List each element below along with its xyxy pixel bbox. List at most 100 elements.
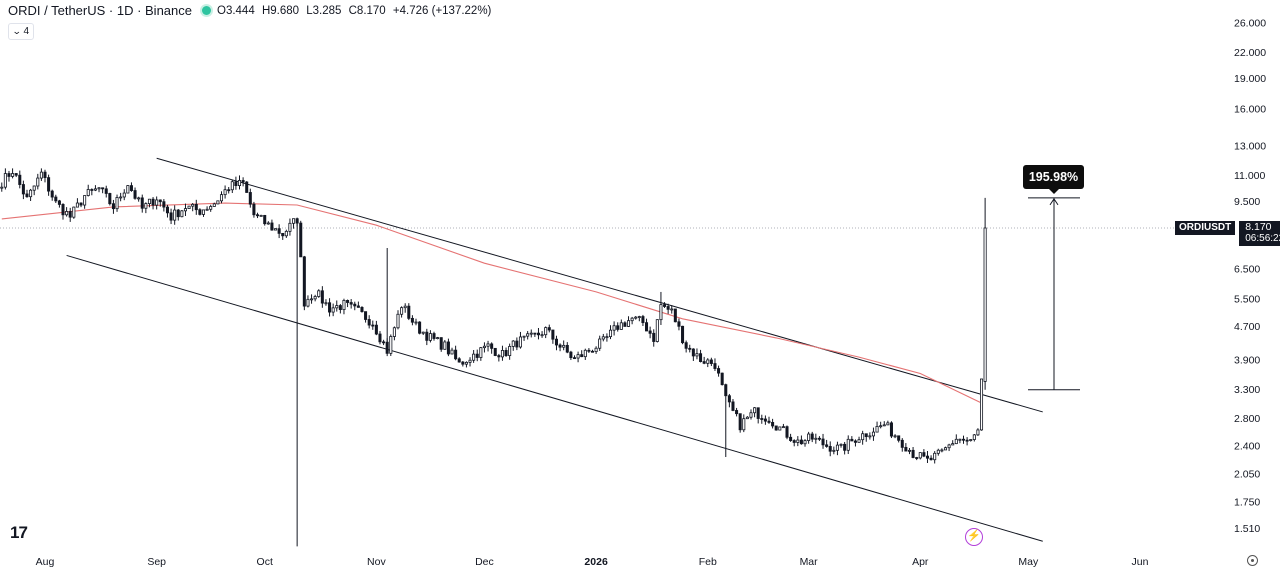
y-tick-label: 2.050 [1234,469,1260,481]
lightning-icon[interactable]: ⚡ [965,528,983,546]
candle [850,436,854,442]
candle-body-down [227,189,231,192]
candle [374,320,378,336]
candle-body-down [57,200,61,205]
candle [209,204,213,212]
candle-body-up [396,313,400,329]
candle [93,185,97,192]
candle-body-down [720,372,724,386]
candle [875,421,879,433]
candle [731,399,735,412]
candle-body-up [627,320,631,327]
candle-body-down [410,317,414,323]
candle [201,209,206,217]
candle [479,347,483,361]
candle [21,180,25,200]
candle-body-up [594,347,598,352]
candle [371,320,375,330]
candle-body-down [843,443,847,451]
tradingview-logo-icon[interactable]: 17 [10,523,28,543]
candle-body-down [490,343,494,349]
y-tick-label: 26.000 [1234,17,1266,29]
candle-body-up [540,334,544,337]
candle-body-up [180,210,184,218]
candle [925,451,930,464]
candle-body-up [562,344,566,348]
candle [198,208,202,216]
candle-body-up [219,194,224,202]
candle [234,176,238,190]
candle [605,333,609,342]
candle-body-up [75,202,79,208]
candle-body-up [529,332,533,335]
candle-body-up [122,192,126,198]
y-tick-label: 5.500 [1234,293,1260,305]
candle [281,232,285,240]
candle [871,427,875,441]
candle-body-down [767,420,771,423]
candle-body-down [90,189,94,191]
candle-body-up [126,185,130,194]
candle-body-up [745,416,749,420]
candle-body-down [446,341,450,355]
candle [191,203,195,212]
candle-body-down [821,438,825,446]
candle [306,295,310,308]
candle [475,349,479,362]
ohlc-readout: O3.444 H9.680 L3.285 C8.170 +4.726 (+137… [217,5,495,17]
candle [356,301,360,308]
candle-body-down [277,228,281,234]
candle [709,357,713,367]
candle-body-up [0,186,4,189]
candle-body-up [857,439,861,443]
candle [284,229,288,238]
candle-body-up [882,424,886,427]
settings-icon[interactable] [1247,555,1258,566]
candle-body-down [382,341,386,344]
candle [900,438,904,452]
measure-label[interactable]: 195.98% [1023,165,1084,194]
candle [104,185,108,198]
candle [576,351,580,363]
candle-body-down [580,354,584,358]
candle [425,328,429,346]
last-candle [983,197,987,390]
candle [976,428,980,436]
candle-body-up [958,438,962,441]
candle-body-up [119,196,123,199]
candle-body-down [18,174,22,185]
open-value: O3.444 [217,4,255,17]
candle-body-up [36,177,40,187]
candle-body-up [403,305,407,309]
candle [551,329,555,344]
candle-body-down [68,211,72,218]
candle [580,350,584,358]
candle [742,414,746,433]
candle-body-up [306,298,310,307]
candle [544,326,548,339]
candle-body-up [443,341,447,350]
candle [183,203,187,216]
candle-body-up [479,347,483,358]
candle-body-down [565,344,569,353]
last-price-tag: ORDIUSDT 8.170 06:56:22 [1175,221,1280,246]
candle-body-down [378,333,382,343]
price-value-box: 8.170 06:56:22 [1239,221,1280,246]
candle [652,329,656,347]
candle [472,350,476,363]
candle [569,350,573,361]
indicators-toggle-button[interactable]: ⌄ 4 [8,23,35,40]
candle [158,199,162,207]
candle-body-up [93,188,97,191]
logo-text: 17 [10,523,28,542]
candle [702,356,706,365]
candle-body-down [713,363,717,369]
high-value: H9.680 [261,4,300,17]
candle [756,407,760,424]
candle-body-up [976,429,980,436]
symbol-title[interactable]: ORDI / TetherUS · 1D · Binance [8,3,192,18]
candle [749,409,753,420]
candle [14,173,18,178]
x-tick-label: Mar [800,556,819,568]
